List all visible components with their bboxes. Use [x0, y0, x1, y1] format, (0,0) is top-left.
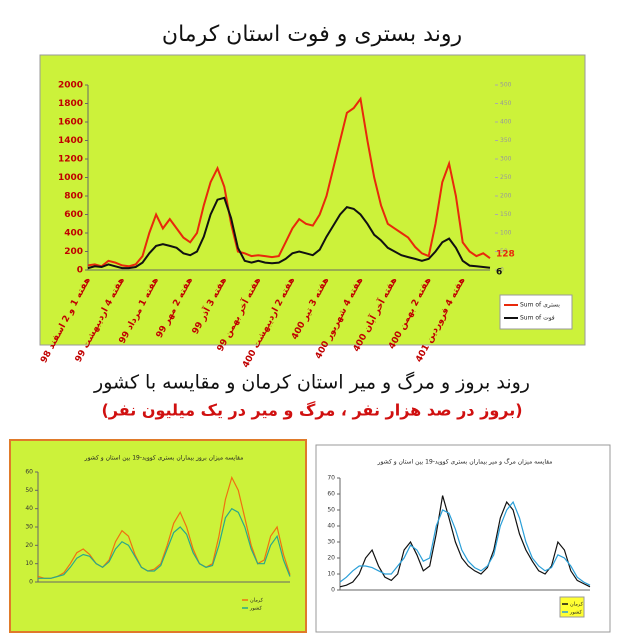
chart-background [9, 439, 307, 633]
y2-tick-label: 300 [500, 156, 512, 163]
y-tick-label: 200 [64, 247, 83, 257]
section-subtitle: (بروز در صد هزار نفر ، مرگ و میر در یک م… [101, 401, 522, 420]
series-line [339, 495, 591, 588]
y2-tick-label: 500 [500, 82, 512, 89]
legend-label: کشور [569, 610, 582, 616]
y-tick-label: 2000 [58, 81, 83, 91]
y-tick-label: 400 [64, 229, 83, 239]
y2-tick-label: 50 [500, 248, 508, 255]
chart-background [39, 54, 586, 346]
data-label: 128 [496, 250, 515, 260]
y-tick-label: 60 [327, 491, 335, 498]
y2-tick-label: 100 [500, 230, 512, 237]
chart-title: مقایسه میزان مرگ و میر بیماران بستری کوو… [377, 457, 553, 466]
y-tick-label: 10 [25, 560, 33, 567]
y-tick-label: 1600 [58, 118, 83, 128]
y-tick-label: 10 [327, 571, 335, 578]
y-tick-label: 60 [25, 469, 33, 476]
series-line [87, 96, 491, 268]
y-tick-label: 30 [327, 539, 335, 546]
series-line [38, 507, 291, 579]
series-line [37, 475, 291, 579]
y-tick-label: 30 [25, 524, 33, 531]
legend-label: کرمان [570, 602, 584, 608]
y2-tick-label: 400 [500, 119, 512, 126]
data-label: 6 [496, 267, 502, 277]
y-tick-label: 0 [77, 266, 83, 276]
y-tick-label: 50 [327, 507, 335, 514]
y-tick-label: 70 [327, 475, 335, 482]
y2-tick-label: 200 [500, 193, 512, 200]
y-tick-label: 20 [25, 542, 33, 549]
series-line [87, 196, 491, 270]
legend-label: Sum of بستری [520, 302, 560, 309]
y2-tick-label: 150 [500, 211, 512, 218]
y-tick-label: 0 [29, 579, 33, 586]
chart-title: مقایسه میزان بروز بیماران بستری کووید-19… [84, 455, 244, 462]
y2-tick-label: 450 [500, 100, 512, 107]
y2-tick-label: 0 [500, 267, 504, 274]
y-tick-label: 50 [25, 487, 33, 494]
legend-label: Sum of فوت [520, 315, 555, 322]
y-tick-label: 800 [64, 192, 83, 202]
legend-label: کشور [249, 606, 262, 612]
y-tick-label: 1400 [58, 136, 83, 146]
series-line [339, 500, 591, 586]
legend-label: کرمان [250, 598, 264, 604]
y-tick-label: 1200 [58, 155, 83, 165]
section-title: روند بروز و مرگ و میر استان کرمان و مقای… [93, 372, 530, 394]
y2-tick-label: 250 [500, 174, 512, 181]
legend-box [499, 294, 573, 330]
y-tick-label: 0 [331, 587, 335, 594]
y-tick-label: 20 [327, 555, 335, 562]
y-tick-label: 40 [327, 523, 335, 530]
y-tick-label: 40 [25, 505, 33, 512]
y-tick-label: 600 [64, 210, 83, 220]
chart-title: روند بستری و فوت استان کرمان [162, 22, 462, 47]
y-tick-label: 1800 [58, 99, 83, 109]
y-tick-label: 1000 [58, 173, 83, 183]
y2-tick-label: 350 [500, 137, 512, 144]
